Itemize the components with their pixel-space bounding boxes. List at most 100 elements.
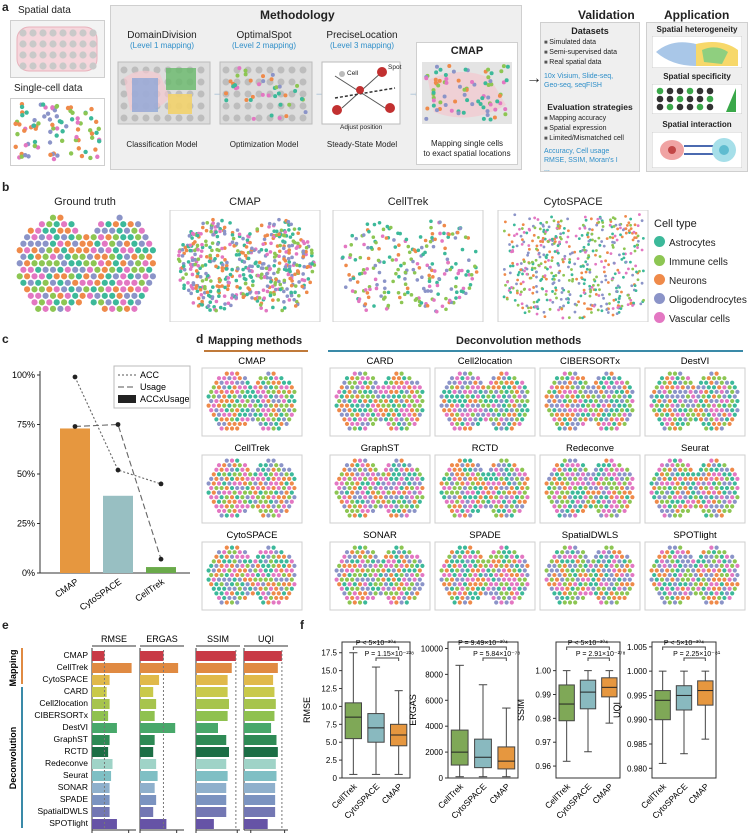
cell-dot [594, 292, 598, 296]
spot-dot [175, 114, 183, 122]
cell-dot [580, 234, 584, 237]
cell-spot [730, 467, 735, 472]
cell-dot [566, 301, 570, 304]
legend-label: Oligodendrocytes [669, 295, 747, 306]
cell-spot [402, 421, 407, 427]
metric-bar [244, 747, 278, 757]
cell-dot [640, 248, 644, 252]
cell-spot [667, 545, 672, 550]
cell-dot [582, 282, 586, 286]
cell-spot [261, 467, 266, 472]
cell-spot [470, 586, 475, 591]
map-frame [169, 210, 321, 322]
series-point [72, 374, 78, 380]
cell-spot [242, 586, 248, 591]
cell-spot [575, 499, 580, 504]
metric-header: RMSE [101, 634, 127, 644]
cell-spot [652, 495, 657, 500]
cell-dot [383, 286, 387, 291]
cell-spot [276, 513, 281, 518]
cell-dot [602, 265, 606, 269]
cell-spot [396, 463, 402, 468]
cell-spot [271, 495, 276, 500]
cell-dot [216, 288, 221, 293]
cell-spot [222, 472, 227, 477]
cell-dot [595, 223, 599, 227]
cell-spot [672, 458, 678, 463]
app-1: Spatial heterogeneity [656, 25, 738, 34]
cell-spot [617, 463, 622, 468]
cell-spot [696, 559, 701, 564]
cell-spot [399, 591, 404, 596]
cell-spot [412, 412, 417, 417]
cell-spot [268, 490, 274, 495]
spot-dot [197, 90, 205, 98]
spot-dot [29, 51, 37, 59]
cell-spot [266, 485, 271, 491]
cell-spot [396, 568, 402, 573]
cell-spot [227, 481, 232, 486]
cell-spot [399, 371, 404, 376]
cell-dot [306, 264, 311, 269]
cell-spot [383, 504, 389, 509]
cell-spot [279, 490, 284, 495]
cell-spot [399, 398, 404, 404]
cell-spot [727, 490, 732, 495]
cell-spot [289, 568, 294, 573]
cell-spot [491, 586, 496, 591]
legend-item-astrocytes: Astrocytes [654, 234, 747, 253]
methodology-figures: → → → [117, 61, 420, 125]
cell-spot [683, 495, 688, 500]
cell-spot [344, 463, 350, 468]
cell-spot [662, 600, 667, 605]
cell-spot [224, 600, 229, 605]
cell-dot [558, 240, 561, 244]
cell-dot [454, 290, 459, 295]
cell-dot [542, 245, 546, 249]
cell-spot [258, 421, 263, 427]
cell-dot [427, 265, 432, 270]
cell-spot [373, 504, 378, 509]
cell-spot [504, 504, 509, 509]
cell-dot [473, 264, 477, 269]
cell-spot [206, 490, 211, 495]
cell-spot [617, 559, 622, 564]
cell-spot [370, 550, 376, 555]
cell-dot [277, 232, 281, 237]
cell-spot [407, 421, 412, 427]
cell-spot [499, 545, 504, 550]
cell-spot [714, 554, 719, 559]
cell-spot [344, 376, 350, 381]
cell-spot [20, 253, 27, 260]
cell-spot [488, 582, 494, 587]
cell-spot [596, 394, 601, 399]
cell-spot [512, 550, 517, 555]
spot-dot [233, 114, 241, 122]
metric-bar [244, 771, 277, 781]
cell-spot [232, 559, 237, 564]
cell-dot [286, 219, 291, 224]
cell-spot [281, 408, 287, 413]
cell-spot [211, 499, 216, 504]
cell-spot [391, 412, 396, 417]
panel-label-d: d [196, 332, 204, 346]
cell-spot [617, 385, 622, 390]
cell-dot [297, 280, 301, 284]
cell-spot [714, 572, 719, 578]
cell-spot [552, 417, 557, 422]
cell-spot [714, 476, 719, 482]
cell-dot [567, 316, 571, 320]
cell-spot [470, 595, 475, 601]
cell-spot [404, 582, 409, 587]
cell-dot [364, 308, 369, 312]
cell-spot [242, 559, 248, 564]
metric-bar [92, 663, 132, 673]
cell-dot [571, 279, 574, 283]
cell-dot [515, 282, 518, 286]
cell-spot [583, 476, 588, 482]
cell-spot [389, 485, 394, 491]
cell-dot [380, 234, 385, 238]
cell-spot [240, 572, 245, 578]
cell-spot [625, 398, 630, 404]
cell-dot [75, 120, 81, 125]
